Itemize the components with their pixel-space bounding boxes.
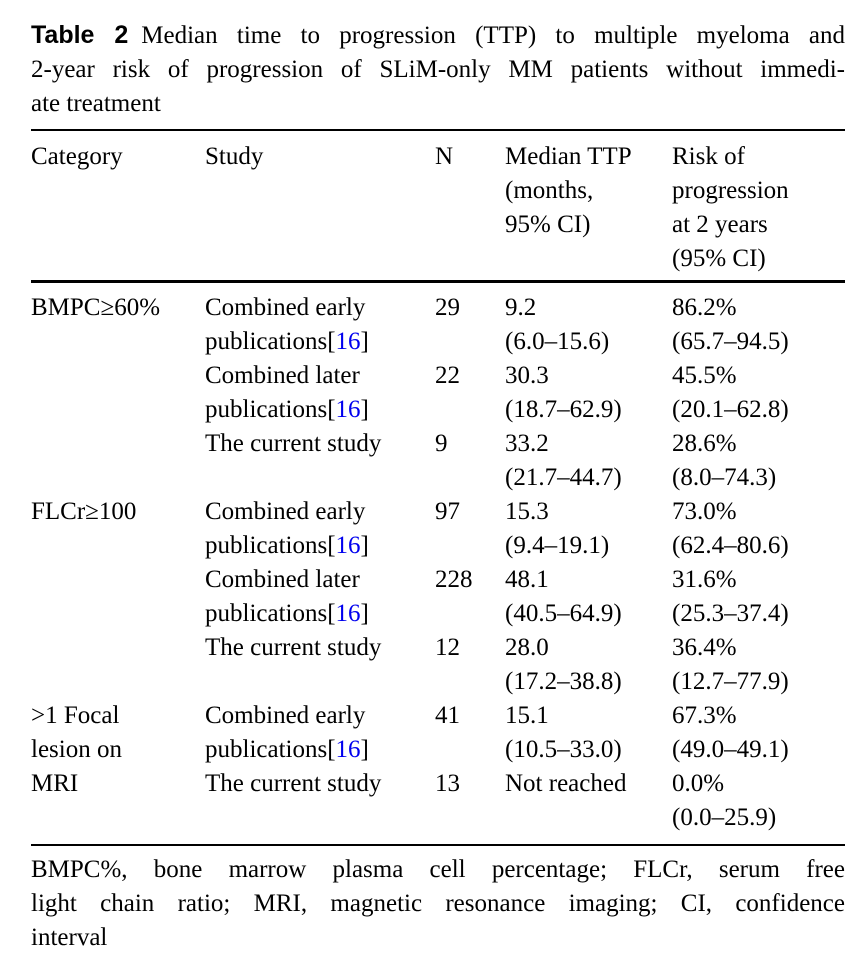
table-row: The current study 12 28.0 (17.2–38.8) 36… [31,631,845,699]
risk-cell: 31.6% (25.3–37.4) [672,566,789,627]
study-cell: Combined later publications[16] [205,359,435,427]
study-text: ] [360,736,369,763]
risk-cell: 86.2% (65.7–94.5) [672,294,789,355]
n-cell: 41 [435,702,460,729]
citation-link[interactable]: 16 [335,532,361,559]
study-cell: Combined later publications[16] [205,563,435,631]
caption-line-2: 2-year risk of progression of SLiM-only … [31,56,845,83]
risk-cell: 45.5% (20.1–62.8) [672,362,789,423]
risk-cell: 73.0% (62.4–80.6) [672,498,789,559]
study-cell: Combined early publications[16] [205,699,435,767]
caption-text-1: Median time to progression (TTP) to mult… [141,22,846,49]
study-text: ] [360,396,369,423]
citation-link[interactable]: 16 [335,736,361,763]
table-row: Combined later publications[16] 228 48.1… [31,563,845,631]
risk-cell: 36.4% (12.7–77.9) [672,634,789,695]
header-row: Category Study N Median TTP (months, 95%… [31,130,845,283]
study-text: Combined early publications[ [205,498,366,559]
table-row: >1 Focal lesion on MRI Combined early pu… [31,699,845,797]
col-header-category: Category [31,130,205,283]
risk-cell: 67.3% (49.0–49.1) [672,702,789,763]
table-row: BMPC≥60% Combined early publications[16]… [31,282,845,360]
table-row: Combined later publications[16] 22 30.3 … [31,359,845,427]
risk-cell: 28.6% (8.0–74.3) [672,430,777,491]
study-cell: The current study [205,430,382,457]
study-text: Combined later publications[ [205,362,360,423]
median-ttp-cell: Not reached [505,770,627,797]
study-cell: Combined early publications[16] [205,495,435,563]
citation-link[interactable]: 16 [335,396,361,423]
study-text: ] [360,532,369,559]
citation-link[interactable]: 16 [335,600,361,627]
footnote-line-2: light chain ratio; MRI, magnetic resonan… [31,890,845,917]
results-table: Category Study N Median TTP (months, 95%… [31,129,845,846]
col-header-median-ttp: Median TTP (months, 95% CI) [505,130,672,283]
table-row: FLCr≥100 Combined early publications[16]… [31,495,845,563]
col-header-n: N [435,130,505,283]
n-cell: 22 [435,362,460,389]
table-row: The current study 9 33.2 (21.7–44.7) 28.… [31,427,845,495]
citation-link[interactable]: 16 [335,328,361,355]
category-cell: BMPC≥60% [31,294,161,321]
median-ttp-cell: 33.2 (21.7–44.7) [505,430,622,491]
table-number-label: Table 2 [31,21,129,49]
n-cell: 9 [435,430,448,457]
median-ttp-cell: 9.2 (6.0–15.6) [505,294,610,355]
study-text: Combined later publications[ [205,566,360,627]
category-cell: >1 Focal lesion on MRI [31,702,122,797]
study-text: ] [360,328,369,355]
table-row: The current study 13 Not reached 0.0% (0… [31,767,845,845]
study-text: ] [360,600,369,627]
col-header-study: Study [205,130,435,283]
n-cell: 228 [435,566,473,593]
table-footnote: BMPC%, bone marrow plasma cell percentag… [31,853,845,955]
median-ttp-cell: 15.1 (10.5–33.0) [505,702,622,763]
n-cell: 12 [435,634,460,661]
col-header-risk: Risk of progression at 2 years (95% CI) [672,130,845,283]
median-ttp-cell: 15.3 (9.4–19.1) [505,498,610,559]
study-cell: The current study [205,634,382,661]
table-body: BMPC≥60% Combined early publications[16]… [31,282,845,846]
median-ttp-cell: 28.0 (17.2–38.8) [505,634,622,695]
n-cell: 13 [435,770,460,797]
risk-cell: 0.0% (0.0–25.9) [672,770,777,831]
study-text: Combined early publications[ [205,702,366,763]
footnote-line-1: BMPC%, bone marrow plasma cell percentag… [31,856,845,883]
table-caption: Table 2 Median time to progression (TTP) … [31,18,845,121]
category-cell: FLCr≥100 [31,498,137,525]
n-cell: 29 [435,294,460,321]
median-ttp-cell: 30.3 (18.7–62.9) [505,362,622,423]
median-ttp-cell: 48.1 (40.5–64.9) [505,566,622,627]
study-cell: The current study [205,770,382,797]
footnote-line-3: interval [31,924,108,951]
n-cell: 97 [435,498,460,525]
table-header: Category Study N Median TTP (months, 95%… [31,130,845,283]
caption-line-3: ate treatment [31,90,161,117]
study-text: Combined early publications[ [205,294,366,355]
caption-line-1: Table 2 Median time to progression (TTP) … [31,18,845,53]
study-cell: Combined early publications[16] [205,282,435,360]
